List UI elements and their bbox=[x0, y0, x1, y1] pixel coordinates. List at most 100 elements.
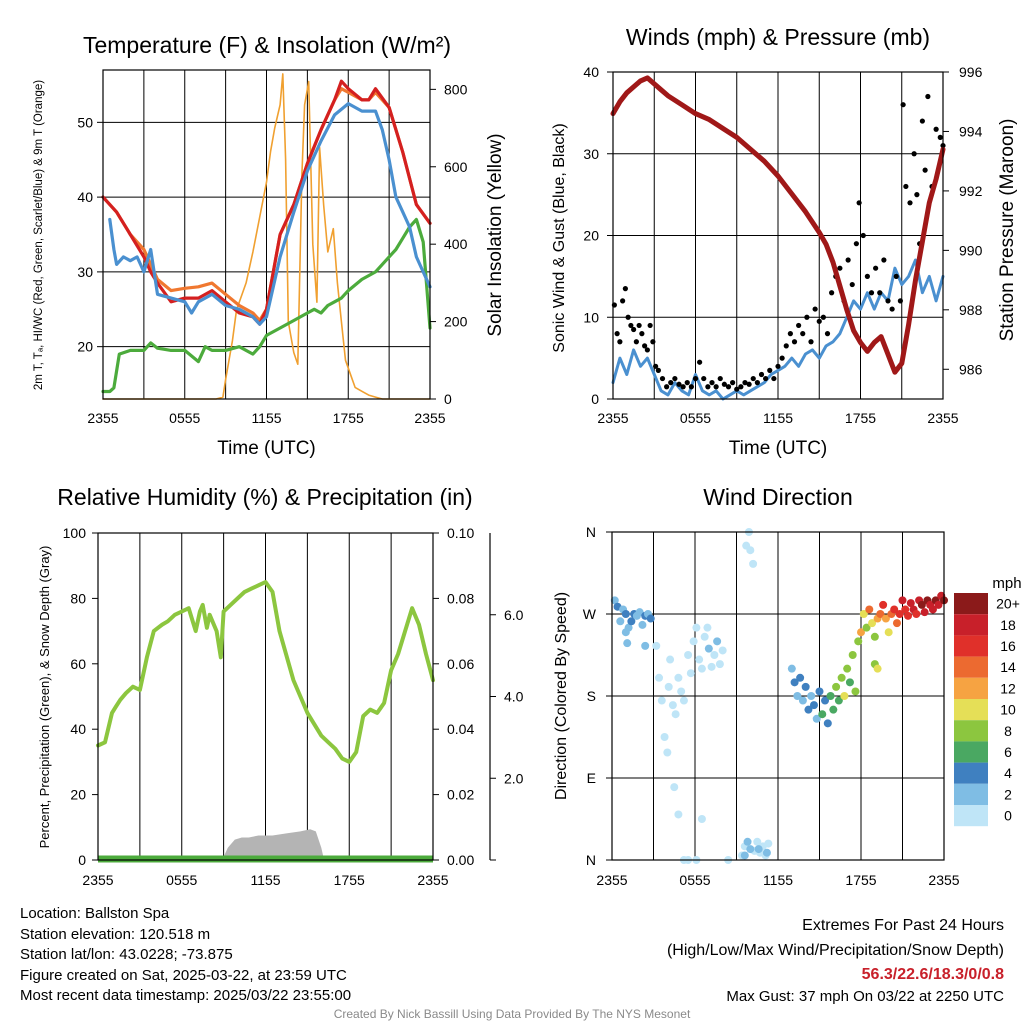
wind-direction-point bbox=[793, 692, 802, 700]
gust-point bbox=[779, 355, 785, 361]
gust-point bbox=[763, 375, 769, 382]
wind-direction-point bbox=[621, 628, 630, 637]
y-tick-label: 20 bbox=[77, 339, 93, 355]
y-tick-label: 10 bbox=[583, 309, 599, 325]
gust-point bbox=[631, 326, 637, 333]
wind-direction-point bbox=[621, 610, 630, 618]
wind-direction-point bbox=[832, 682, 841, 691]
gust-point bbox=[721, 381, 727, 387]
wind-direction-point bbox=[664, 682, 673, 691]
wind-direction-point bbox=[840, 692, 849, 700]
x-tick-label: 1155 bbox=[763, 410, 793, 426]
gust-point bbox=[804, 314, 810, 320]
colorbar-label: 20+ bbox=[996, 596, 1020, 612]
colorbar-label: 14 bbox=[1000, 659, 1016, 675]
wind-direction-point bbox=[718, 646, 727, 655]
wind-direction-point bbox=[934, 600, 943, 609]
gust-point bbox=[758, 371, 765, 378]
x-axis-label: Time (UTC) bbox=[729, 438, 828, 459]
y2-tick-label: 0 bbox=[444, 391, 452, 407]
wind-direction-point bbox=[826, 692, 835, 700]
wind-direction-point bbox=[660, 733, 669, 741]
gust-point bbox=[796, 322, 802, 329]
y2-tick-label: 994 bbox=[959, 123, 983, 139]
gust-point bbox=[676, 381, 682, 387]
gust-point bbox=[925, 93, 931, 100]
chart-title: Relative Humidity (%) & Precipitation (i… bbox=[57, 484, 472, 510]
y2-tick-label: 0.06 bbox=[447, 656, 474, 672]
colorbar-swatch bbox=[954, 762, 988, 784]
snow-depth-area bbox=[222, 829, 325, 860]
wind-direction-point bbox=[703, 623, 712, 632]
latlon-text: Station lat/lon: 43.0228; -73.875 bbox=[20, 946, 233, 963]
gust-point bbox=[837, 265, 843, 271]
colorbar-swatch bbox=[954, 699, 988, 721]
gust-point bbox=[636, 322, 642, 329]
wind-direction-point bbox=[801, 682, 810, 691]
x-tick-label: 1155 bbox=[251, 410, 281, 426]
relative-humidity-line bbox=[96, 580, 435, 764]
x-tick-label: 2355 bbox=[927, 410, 958, 426]
chart-title: Winds (mph) & Pressure (mb) bbox=[626, 24, 930, 50]
gust-point bbox=[725, 384, 732, 390]
gust-point bbox=[787, 331, 793, 337]
gust-point bbox=[705, 384, 711, 390]
wind-direction-point bbox=[901, 605, 910, 614]
colorbar-swatch bbox=[954, 593, 988, 615]
wind-direction-point bbox=[807, 692, 816, 700]
wind-direction-point bbox=[821, 696, 830, 705]
y-tick-label: 30 bbox=[77, 264, 93, 280]
wind-direction-point bbox=[879, 600, 888, 609]
colorbar-title: mph bbox=[992, 575, 1021, 592]
x-tick-label: 0555 bbox=[679, 872, 710, 888]
gust-point bbox=[701, 375, 707, 382]
colorbar-label: 8 bbox=[1004, 723, 1012, 739]
wind-direction-point bbox=[707, 662, 716, 671]
gust-point bbox=[664, 384, 670, 390]
x-tick-label: 1755 bbox=[845, 872, 876, 888]
wind-direction-point bbox=[859, 610, 868, 618]
wind-direction-point bbox=[743, 837, 752, 846]
gust-point bbox=[767, 367, 773, 373]
y-tick-label: W bbox=[583, 606, 597, 622]
wind-direction-point bbox=[787, 664, 796, 673]
wind-direction-point bbox=[684, 651, 693, 659]
gust-point bbox=[933, 126, 939, 132]
wind-direction-point bbox=[790, 678, 799, 687]
wind-direction-point bbox=[848, 651, 857, 659]
x-tick-label: 1755 bbox=[333, 410, 364, 426]
timestamp-text: Most recent data timestamp: 2025/03/22 2… bbox=[20, 987, 352, 1004]
wind-direction-point bbox=[616, 617, 625, 626]
gust-point bbox=[860, 232, 866, 239]
gust-point bbox=[922, 167, 928, 173]
wind-direction-point bbox=[663, 748, 672, 757]
wind-direction-point bbox=[898, 596, 907, 605]
wind-direction-point bbox=[746, 845, 755, 854]
wind-direction-point bbox=[851, 687, 860, 696]
wind-direction-point bbox=[655, 673, 664, 682]
gust-point bbox=[775, 363, 781, 369]
wind-direction-point bbox=[804, 705, 813, 714]
gust-point bbox=[622, 286, 628, 292]
gust-point bbox=[639, 331, 645, 337]
gust-point bbox=[647, 322, 653, 329]
wind-direction-point bbox=[713, 637, 722, 646]
gust-point bbox=[742, 380, 748, 386]
gust-point bbox=[914, 192, 920, 198]
wind-direction-point bbox=[754, 845, 763, 854]
wind-direction-point bbox=[837, 673, 846, 682]
colorbar-swatch bbox=[954, 720, 988, 742]
wind-direction-point bbox=[834, 696, 843, 705]
x-tick-label: 0555 bbox=[166, 872, 197, 888]
wind-direction-point bbox=[689, 637, 698, 646]
wind-direction-point bbox=[740, 851, 749, 860]
wind-direction-point bbox=[697, 664, 706, 673]
colorbar-swatch bbox=[954, 614, 988, 636]
x-tick-label: 2355 bbox=[417, 872, 448, 888]
y-tick-label: 80 bbox=[70, 590, 86, 606]
gust-point bbox=[771, 375, 777, 382]
wind-direction-point bbox=[623, 639, 632, 648]
gust-point bbox=[829, 290, 835, 296]
y-axis-label: Direction (Colored By Speed) bbox=[553, 592, 570, 800]
